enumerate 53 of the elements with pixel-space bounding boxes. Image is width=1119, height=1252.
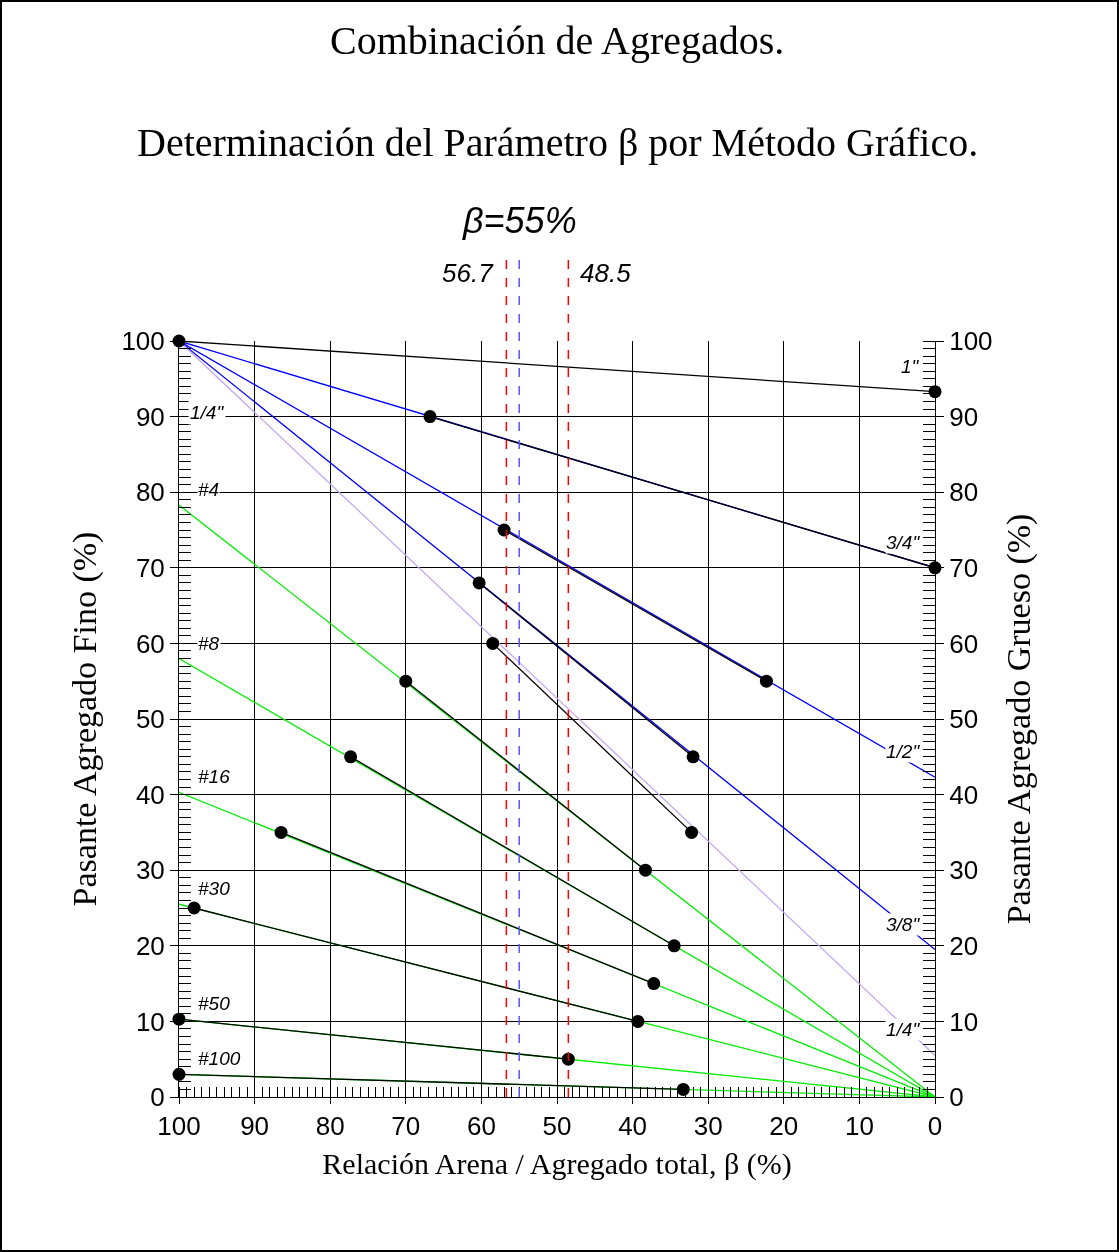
ref-line-label: 48.5 [580, 258, 632, 288]
chart-title: Combinación de Agregados. [330, 18, 785, 63]
y2-tick-label: 90 [949, 401, 979, 432]
series-label: 1/2" [886, 741, 921, 762]
series-label: #4 [198, 479, 220, 500]
series-label: #16 [198, 766, 231, 787]
series-label: 3/8" [886, 914, 921, 935]
y-axis-title: Pasante Agregado Fino (%) [66, 531, 105, 907]
y2-axis-title: Pasante Agregado Grueso (%) [999, 513, 1038, 925]
y2-tick-label: 70 [949, 552, 979, 583]
y2-tick-label: 0 [949, 1082, 964, 1113]
x-tick-label: 40 [618, 1111, 648, 1142]
chart-subtitle: Determinación del Parámetro β por Método Gráfico. [137, 120, 979, 165]
series-label: #30 [198, 878, 231, 899]
y-tick-label: 90 [135, 401, 165, 432]
x-tick-label: 20 [769, 1111, 799, 1142]
x-tick-label: 100 [157, 1111, 201, 1142]
y-tick-label: 60 [135, 628, 165, 659]
annotation: 1/4" [190, 402, 225, 423]
x-tick-label: 10 [844, 1111, 874, 1142]
y-tick-label: 80 [135, 477, 165, 508]
y2-tick-label: 10 [949, 1006, 979, 1037]
y-tick-label: 40 [135, 779, 165, 810]
y2-tick-label: 100 [949, 326, 993, 357]
x-tick-label: 0 [927, 1111, 943, 1142]
y-tick-label: 20 [135, 930, 165, 961]
series-label: 1" [901, 356, 920, 377]
series-label: 3/4" [886, 532, 921, 553]
series-label: 1/4" [886, 1019, 921, 1040]
y-tick-label: 30 [135, 855, 165, 886]
y2-tick-label: 80 [949, 477, 979, 508]
x-tick-label: 90 [240, 1111, 270, 1142]
y2-tick-label: 20 [949, 930, 979, 961]
ref-line-label: 56.7 [442, 258, 495, 288]
x-tick-label: 80 [315, 1111, 345, 1142]
x-tick-label: 30 [693, 1111, 723, 1142]
series-label: #50 [198, 993, 231, 1014]
x-axis-title: Relación Arena / Agregado total, β (%) [322, 1146, 792, 1181]
y2-tick-label: 30 [949, 855, 979, 886]
y-tick-label: 70 [135, 552, 165, 583]
y-tick-label: 10 [135, 1006, 165, 1037]
x-tick-label: 70 [391, 1111, 421, 1142]
y2-tick-label: 40 [949, 779, 979, 810]
series-label: #100 [198, 1048, 241, 1069]
y-tick-label: 0 [150, 1082, 165, 1113]
y-tick-label: 100 [121, 326, 165, 357]
x-tick-label: 50 [542, 1111, 572, 1142]
series-label: #8 [198, 633, 220, 654]
y-tick-label: 50 [135, 704, 165, 735]
x-tick-label: 60 [466, 1111, 496, 1142]
y2-tick-label: 50 [949, 704, 979, 735]
ref-line-label: β=55% [462, 200, 577, 241]
y2-tick-label: 60 [949, 628, 979, 659]
